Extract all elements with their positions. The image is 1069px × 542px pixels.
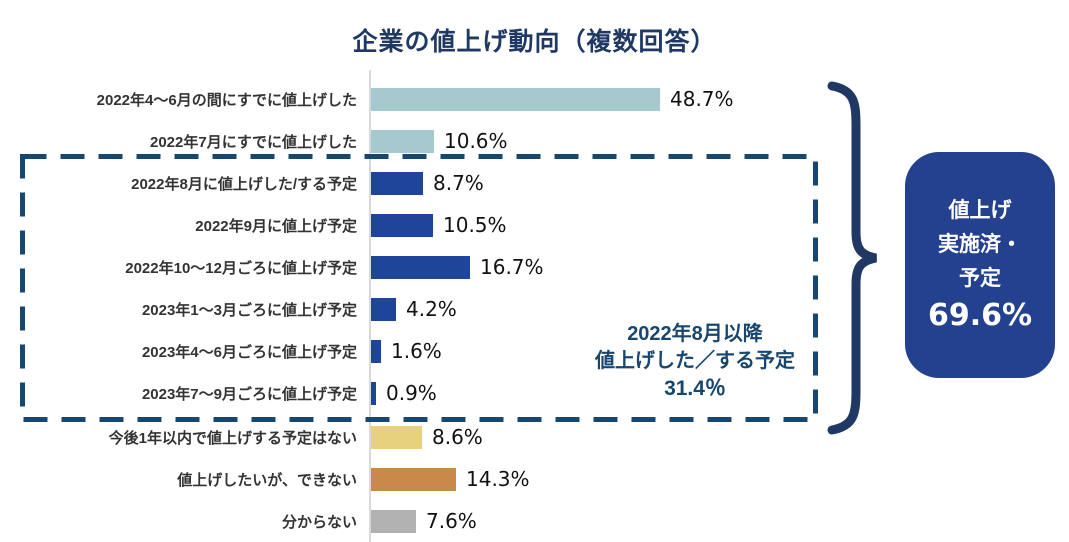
category-label: 今後1年以内で値上げする予定はない: [108, 429, 357, 447]
category-label: 2022年8月に値上げした/する予定: [131, 175, 357, 193]
value-label: 10.5%: [443, 213, 507, 237]
value-label: 0.9%: [386, 381, 437, 405]
summary-line1: 値上げ: [948, 199, 1012, 222]
chart-row: 2022年4〜6月の間にすでに値上げした 48.7%: [0, 78, 1069, 120]
category-label: 分からない: [281, 513, 357, 531]
annotation-line1: 2022年8月以降: [627, 323, 763, 345]
value-label: 8.6%: [432, 425, 483, 449]
value-label: 1.6%: [391, 339, 442, 363]
annotation-text: 2022年8月以降 値上げした／する予定 31.4％: [555, 321, 835, 402]
bar-area: 1.6%: [371, 339, 442, 363]
annotation-value: 31.4％: [664, 377, 726, 400]
curly-brace: [827, 81, 878, 435]
bar: [371, 509, 416, 533]
summary-line3: 予定: [959, 267, 1001, 290]
value-label: 14.3%: [466, 467, 530, 491]
category-label: 2023年4〜6月ごろに値上げ予定: [141, 343, 357, 361]
bar-area: 4.2%: [371, 297, 457, 321]
summary-line2: 実施済・: [938, 233, 1022, 256]
bar-area: 8.6%: [371, 425, 483, 449]
value-label: 8.7%: [433, 171, 484, 195]
category-label: 2022年9月に値上げ予定: [195, 217, 357, 235]
bar: [371, 425, 422, 449]
bar: [371, 467, 456, 491]
value-label: 10.6%: [444, 129, 508, 153]
chart-title: 企業の値上げ動向（複数回答）: [352, 28, 717, 56]
bar-area: 8.7%: [371, 171, 484, 195]
bar-area: 10.5%: [371, 213, 507, 237]
chart-row: 値上げしたいが、できない 14.3%: [0, 458, 1069, 500]
chart-row: 2023年1〜3月ごろに値上げ予定 4.2%: [0, 288, 1069, 330]
category-label: 2022年7月にすでに値上げした: [149, 133, 357, 151]
chart-row: 分からない 7.6%: [0, 500, 1069, 542]
chart-row: 2022年7月にすでに値上げした 10.6%: [0, 120, 1069, 162]
bar: [371, 213, 433, 237]
dashed-highlight-box: [20, 154, 818, 422]
chart-row: 2022年8月に値上げした/する予定 8.7%: [0, 162, 1069, 204]
summary-callout-box: 値上げ 実施済・ 予定 69.6%: [905, 152, 1055, 378]
value-label: 48.7%: [670, 87, 734, 111]
chart-row: 2023年4〜6月ごろに値上げ予定 1.6%: [0, 330, 1069, 372]
chart-row: 2022年9月に値上げ予定 10.5%: [0, 204, 1069, 246]
value-label: 7.6%: [426, 509, 477, 533]
bar-area: 16.7%: [371, 255, 544, 279]
annotation-line2: 値上げした／する予定: [595, 350, 795, 372]
chart-row: 今後1年以内で値上げする予定はない 8.6%: [0, 416, 1069, 458]
bar: [371, 129, 434, 153]
category-label: 2023年7〜9月ごろに値上げ予定: [141, 385, 357, 403]
chart-row: 2023年7〜9月ごろに値上げ予定 0.9%: [0, 372, 1069, 414]
category-label: 2023年1〜3月ごろに値上げ予定: [141, 301, 357, 319]
bar-rows-container: 2022年4〜6月の間にすでに値上げした 48.7% 2022年7月にすでに値上…: [0, 78, 1069, 542]
axis-baseline: [369, 70, 371, 542]
bar-area: 48.7%: [371, 87, 734, 111]
bar-area: 14.3%: [371, 467, 530, 491]
summary-value: 69.6%: [927, 298, 1033, 333]
bar: [371, 339, 381, 363]
chart-row: 2022年10〜12月ごろに値上げ予定 16.7%: [0, 246, 1069, 288]
bar: [371, 171, 423, 195]
category-label: 2022年10〜12月ごろに値上げ予定: [125, 259, 357, 277]
value-label: 4.2%: [406, 297, 457, 321]
bar: [371, 255, 470, 279]
bar: [371, 381, 376, 405]
category-label: 2022年4〜6月の間にすでに値上げした: [96, 91, 357, 109]
bar: [371, 297, 396, 321]
bar: [371, 87, 660, 111]
category-label: 値上げしたいが、できない: [177, 471, 357, 489]
value-label: 16.7%: [480, 255, 544, 279]
bar-area: 10.6%: [371, 129, 508, 153]
bar-area: 0.9%: [371, 381, 437, 405]
bar-area: 7.6%: [371, 509, 477, 533]
